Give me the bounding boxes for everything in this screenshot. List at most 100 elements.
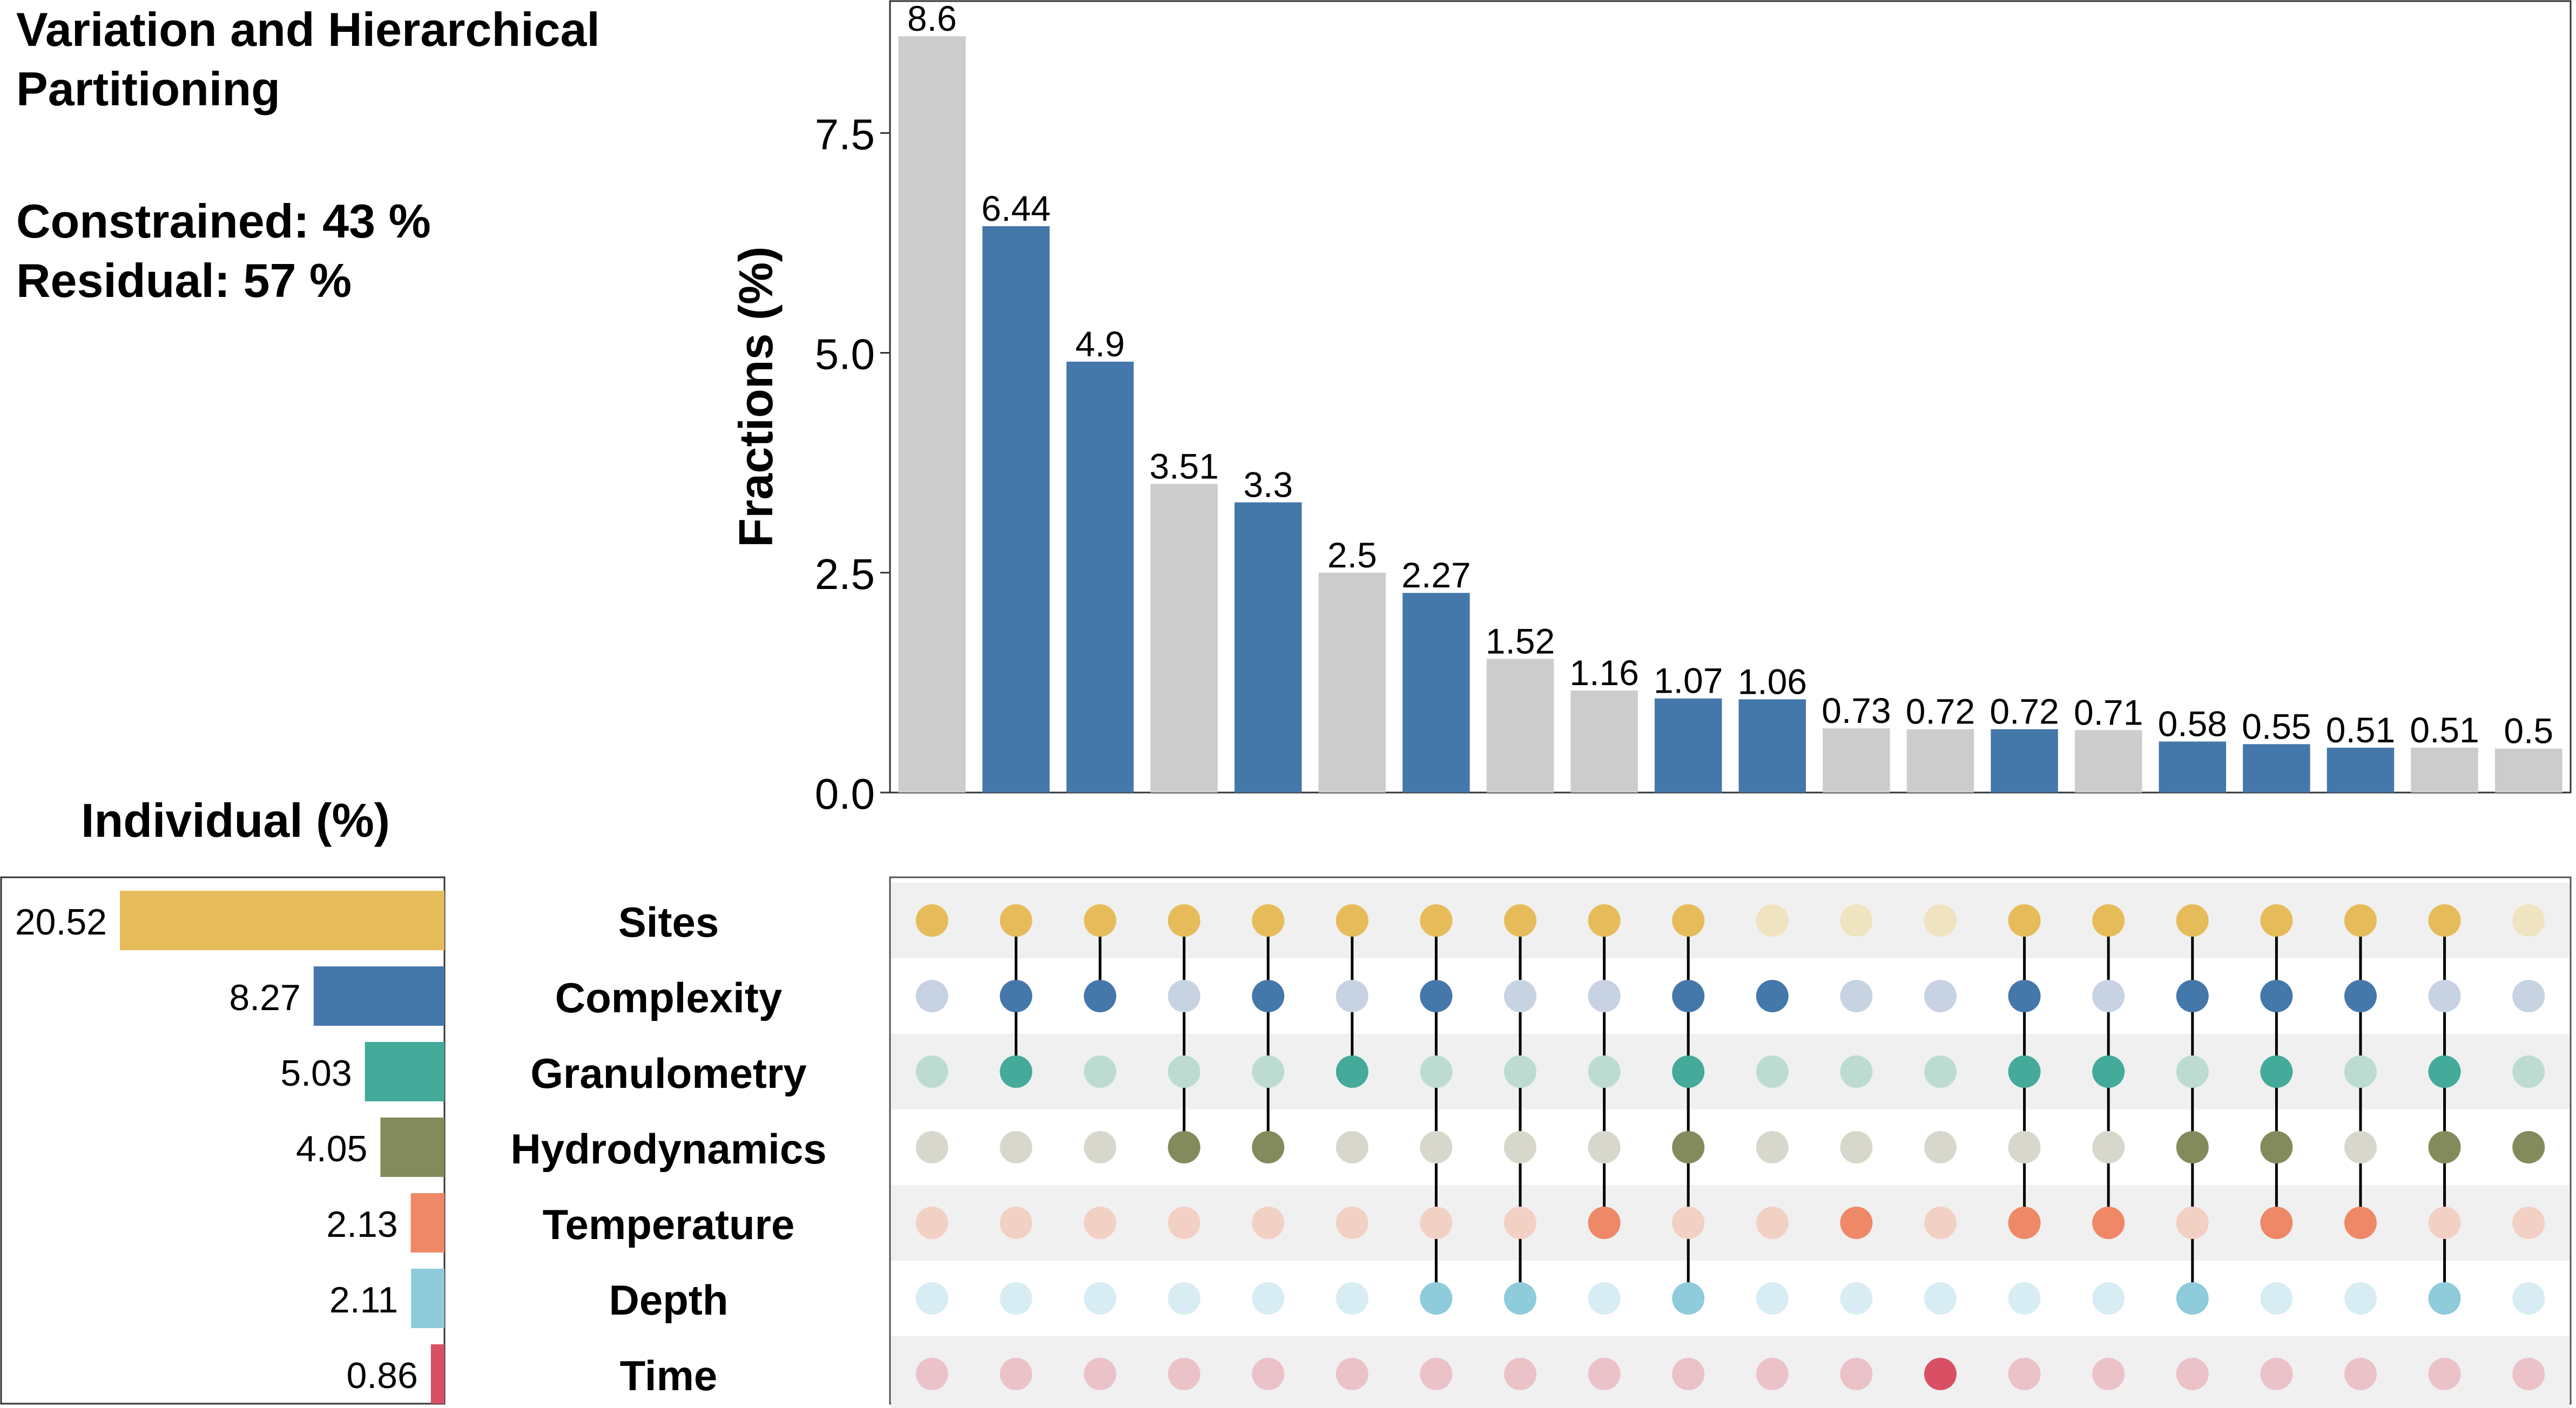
- matrix-dot: [1336, 1207, 1368, 1239]
- row-label: Sites: [618, 898, 719, 946]
- matrix-dot: [2176, 1207, 2209, 1239]
- matrix-dot: [2428, 1207, 2461, 1239]
- matrix-dot: [1504, 1207, 1536, 1239]
- fraction-bar: [898, 36, 966, 793]
- matrix-dot-active: [2260, 1055, 2293, 1088]
- matrix-dot-active: [1840, 1207, 1873, 1239]
- matrix-dot: [1084, 1131, 1116, 1163]
- matrix-dot: [1168, 1358, 1201, 1390]
- matrix-dot: [1336, 1358, 1368, 1390]
- fraction-bar: [2243, 744, 2310, 793]
- y-tick-label: 0.0: [815, 770, 875, 818]
- matrix-dot-active: [2428, 1282, 2461, 1315]
- matrix-dot: [2008, 1358, 2041, 1390]
- matrix-dot: [1420, 1358, 1453, 1390]
- matrix-dot-active: [2260, 1131, 2293, 1163]
- matrix-dot: [1924, 1055, 1957, 1088]
- matrix-dot: [1084, 1282, 1116, 1315]
- matrix-dot-active: [1336, 1055, 1368, 1088]
- matrix-dot: [2092, 980, 2125, 1012]
- fraction-bar: [1570, 691, 1638, 793]
- matrix-dot: [1756, 1131, 1789, 1163]
- matrix-dot-active: [2176, 980, 2209, 1012]
- fraction-bar-label: 1.06: [1738, 661, 1807, 701]
- matrix-dot: [1840, 1358, 1873, 1390]
- matrix-dot-active: [2344, 980, 2377, 1012]
- matrix-dot-active: [2428, 1055, 2461, 1088]
- matrix-dot: [2344, 1358, 2377, 1390]
- individual-bar-label: 5.03: [280, 1053, 352, 1094]
- matrix-dot: [2512, 1282, 2545, 1315]
- chart-title-line-1: Variation and Hierarchical: [16, 3, 600, 56]
- individual-bar-label: 2.11: [329, 1280, 398, 1321]
- y-tick-label: 7.5: [815, 110, 875, 158]
- matrix-dot: [2428, 980, 2461, 1012]
- fraction-bar: [1654, 698, 1722, 793]
- matrix-dot: [1336, 1282, 1368, 1315]
- y-tick-label: 2.5: [815, 550, 875, 598]
- matrix-dot: [2512, 1055, 2545, 1088]
- matrix-dot: [1252, 1207, 1285, 1239]
- matrix-dot: [2344, 1282, 2377, 1315]
- chart-title: Variation and Hierarchical Partitioning: [16, 0, 600, 119]
- fraction-bar: [982, 226, 1050, 793]
- fraction-bar: [1234, 502, 1302, 793]
- matrix-dot: [915, 1358, 948, 1390]
- fraction-bar-label: 6.44: [981, 188, 1050, 228]
- individual-bar-label: 8.27: [229, 977, 300, 1018]
- matrix-dot-active: [1504, 1282, 1536, 1315]
- matrix-dot: [1588, 1282, 1621, 1315]
- matrix-dot-active: [2344, 904, 2377, 937]
- fraction-bar: [1738, 699, 1806, 793]
- matrix-dot-active: [1252, 1131, 1285, 1163]
- fraction-bar-label: 2.5: [1327, 535, 1377, 575]
- matrix-row-stripe: [891, 1034, 2570, 1109]
- matrix-dot: [1924, 1207, 1957, 1239]
- matrix-dot: [2344, 1131, 2377, 1163]
- fraction-bar: [1402, 593, 1470, 793]
- matrix-dot-active: [1000, 904, 1033, 937]
- matrix-dot: [1756, 1282, 1789, 1315]
- matrix-dot: [2512, 980, 2545, 1012]
- fraction-bar-label: 0.55: [2242, 706, 2311, 746]
- fraction-bar: [1823, 728, 1890, 793]
- matrix-dot-active: [2008, 904, 2041, 937]
- matrix-dot: [2512, 1207, 2545, 1239]
- row-label: Time: [620, 1352, 718, 1399]
- row-label: Depth: [609, 1276, 729, 1324]
- fraction-bar-label: 1.16: [1569, 653, 1638, 693]
- matrix-dot-active: [1420, 904, 1453, 937]
- fraction-bar-label: 0.71: [2074, 692, 2143, 732]
- fraction-bar: [1906, 729, 1974, 793]
- matrix-dot: [1000, 1282, 1033, 1315]
- individual-title: Individual (%): [81, 794, 390, 847]
- matrix-dot: [1504, 1358, 1536, 1390]
- matrix-dot: [1420, 1131, 1453, 1163]
- matrix-dot: [1168, 980, 1201, 1012]
- matrix-dot-active: [1420, 1282, 1453, 1315]
- individual-bar-chart: 20.52 8.27 5.03 4.05 2.13 2.11 0.86: [0, 876, 446, 1405]
- matrix-dot-active: [2260, 904, 2293, 937]
- matrix-dot: [1840, 1282, 1873, 1315]
- fraction-bar: [1318, 572, 1386, 793]
- matrix-dot: [2092, 1131, 2125, 1163]
- matrix-dot-active: [1672, 1282, 1705, 1315]
- chart-title-line-2: Partitioning: [16, 62, 280, 116]
- individual-bar: [380, 1118, 444, 1177]
- fraction-bar: [1991, 729, 2058, 793]
- individual-bar: [120, 891, 444, 950]
- matrix-dot: [1924, 904, 1957, 937]
- matrix-dot: [1420, 1207, 1453, 1239]
- matrix-dot-active: [1168, 904, 1201, 937]
- matrix-dot: [1084, 1358, 1116, 1390]
- fraction-bar: [1066, 361, 1134, 793]
- matrix-dot: [1252, 1282, 1285, 1315]
- matrix-dot: [1924, 1131, 1957, 1163]
- fraction-bar: [1150, 484, 1218, 793]
- matrix-row-stripe: [891, 1185, 2570, 1261]
- matrix-dot: [1672, 1207, 1705, 1239]
- matrix-dot-active: [915, 904, 948, 937]
- individual-bar: [410, 1193, 444, 1253]
- matrix-dot: [1588, 980, 1621, 1012]
- matrix-dot: [2092, 1358, 2125, 1390]
